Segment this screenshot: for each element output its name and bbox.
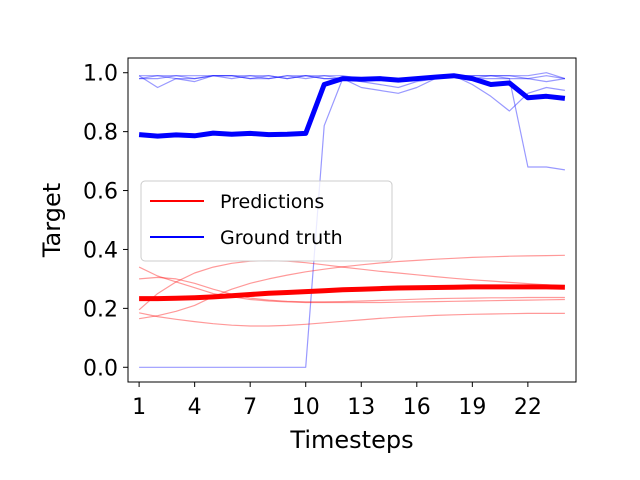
plot-frame bbox=[127, 57, 577, 383]
legend: Predictions Ground truth bbox=[140, 180, 393, 262]
x-tick-label: 7 bbox=[243, 395, 257, 420]
x-tick-label: 1 bbox=[132, 395, 146, 420]
y-axis: 0.0 0.2 0.4 0.6 0.8 1.0 bbox=[83, 62, 128, 381]
x-tick-label: 19 bbox=[458, 395, 486, 420]
series-layer bbox=[138, 72, 566, 368]
y-axis-label: Target bbox=[38, 183, 66, 258]
ground-truth-sample-line-4 bbox=[139, 72, 566, 368]
ground-truth-mean-line bbox=[138, 73, 566, 139]
predictions-sample-line-6 bbox=[138, 266, 565, 304]
x-tick-label: 13 bbox=[347, 395, 375, 420]
legend-label-ground-truth: Ground truth bbox=[220, 227, 343, 249]
x-tick-label: 4 bbox=[188, 395, 202, 420]
y-tick-label: 0.0 bbox=[83, 356, 118, 381]
predictions-sample-line-10 bbox=[139, 276, 565, 303]
predictions-sample-line-7 bbox=[138, 260, 565, 311]
x-tick-label: 16 bbox=[403, 395, 431, 420]
y-tick-label: 0.6 bbox=[83, 180, 118, 205]
predictions-mean-line bbox=[139, 284, 565, 302]
x-axis: 1 4 7 10 13 16 19 22 bbox=[132, 382, 542, 420]
x-tick-label: 10 bbox=[292, 395, 320, 420]
y-tick-label: 0.4 bbox=[83, 238, 118, 263]
x-tick-label: 22 bbox=[514, 395, 542, 420]
x-axis-label: Timesteps bbox=[289, 426, 413, 454]
y-tick-label: 1.0 bbox=[83, 62, 118, 87]
legend-label-predictions: Predictions bbox=[220, 191, 324, 213]
predictions-sample-line-8 bbox=[138, 312, 565, 327]
y-tick-label: 0.8 bbox=[83, 121, 118, 146]
y-tick-label: 0.2 bbox=[83, 297, 118, 322]
